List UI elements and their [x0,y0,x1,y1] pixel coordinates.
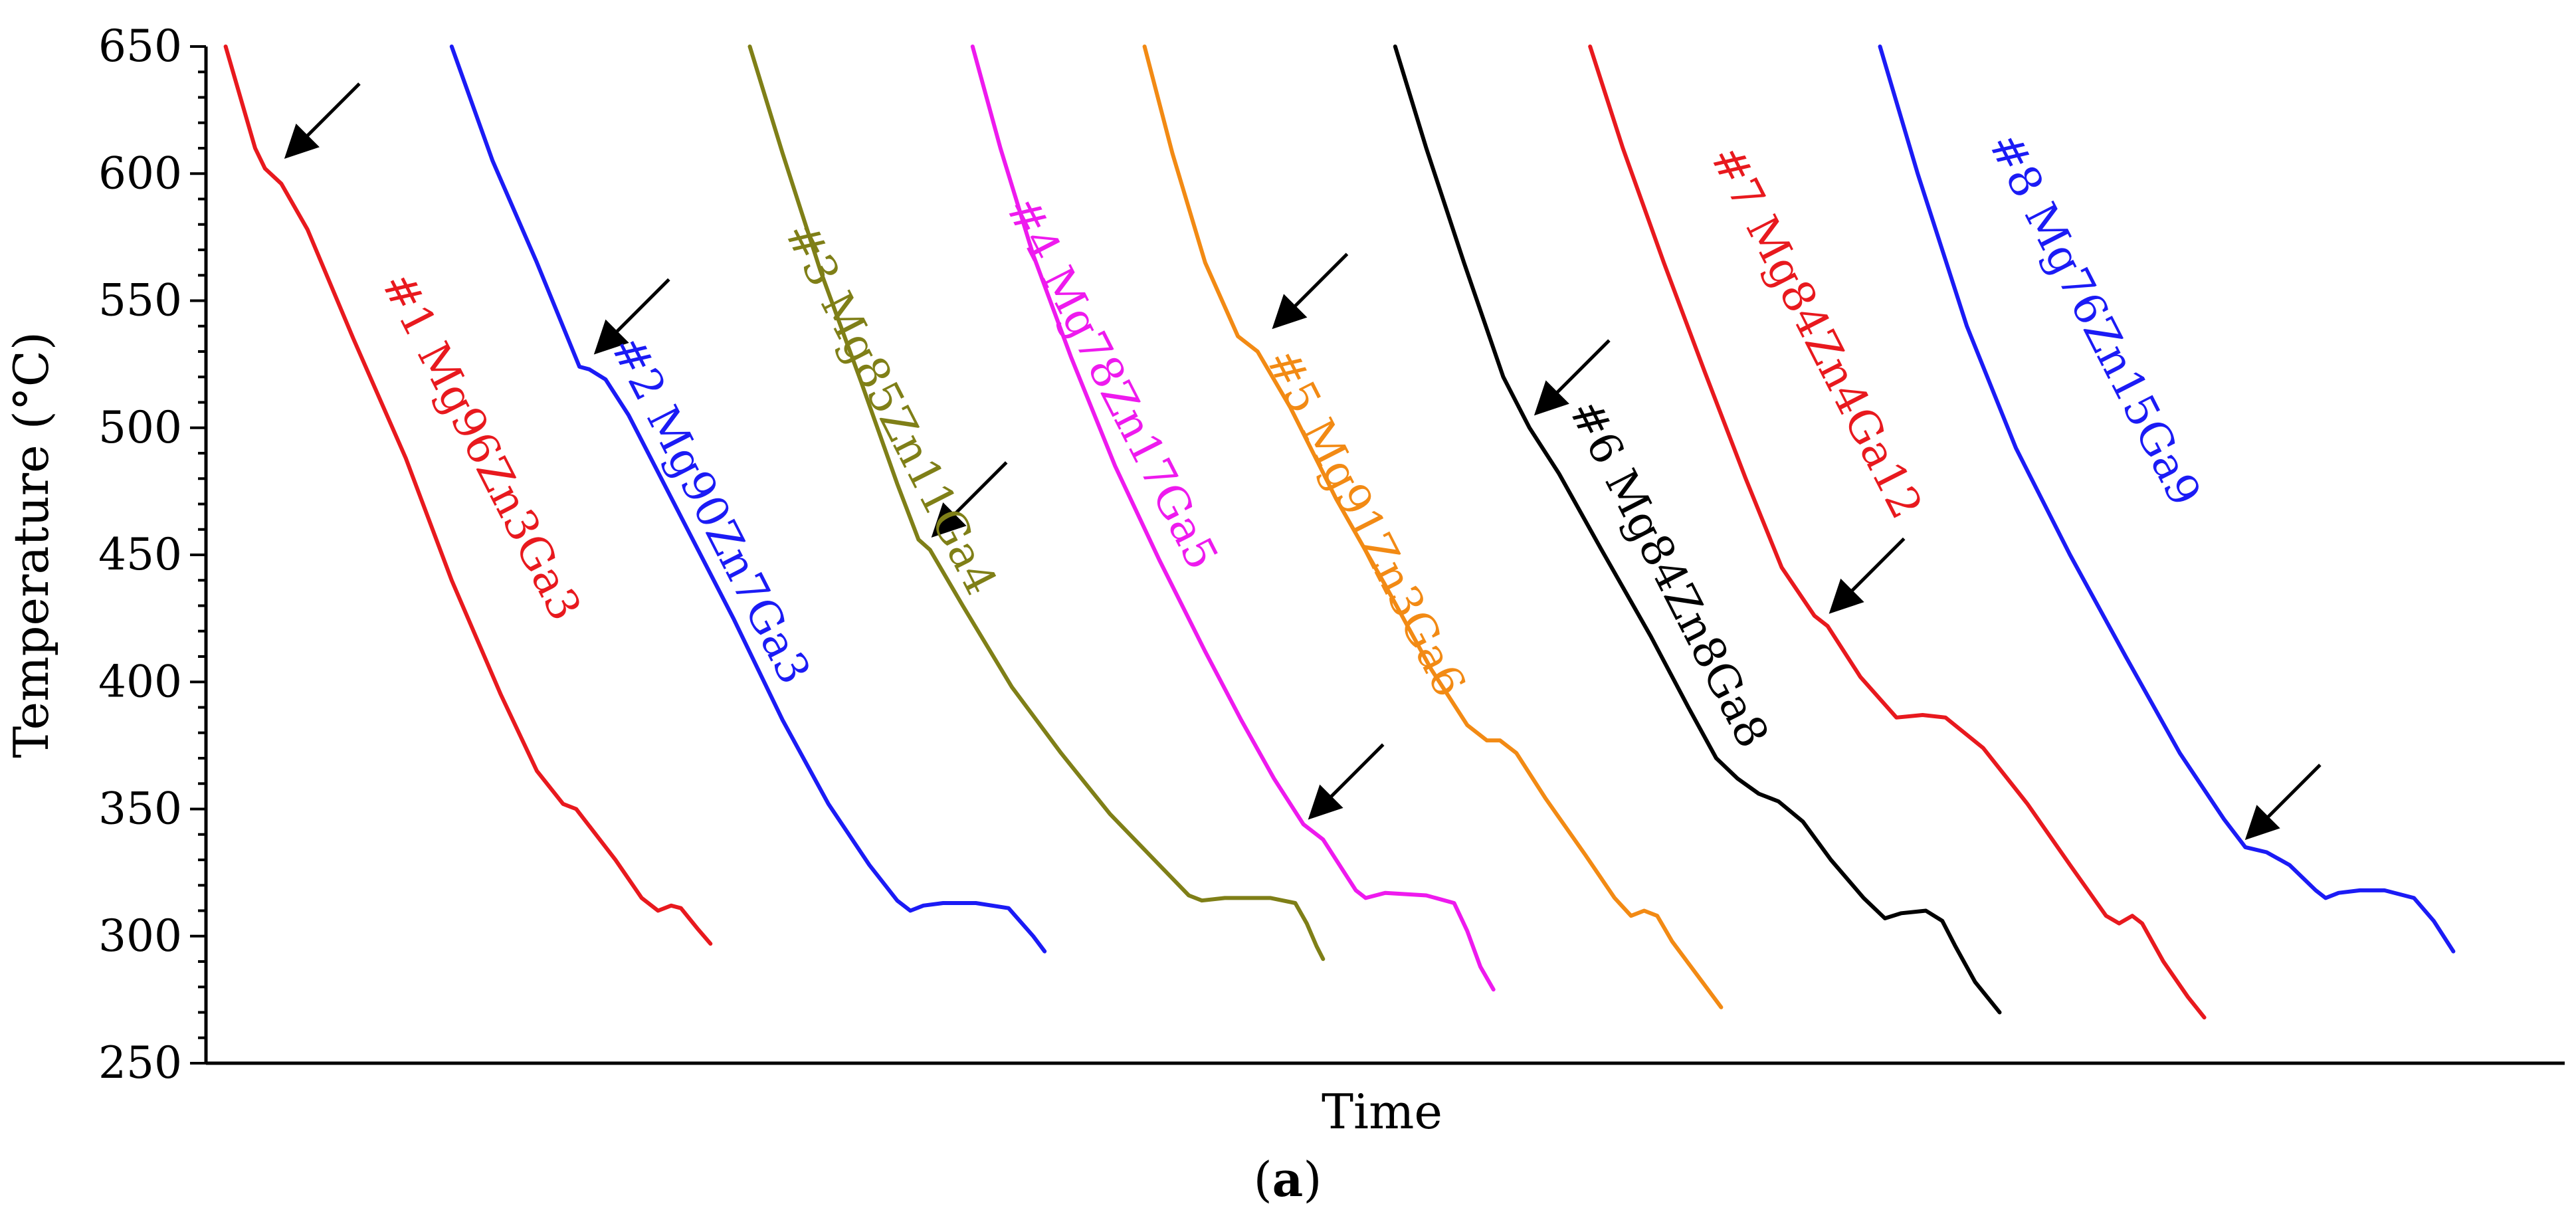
arrow-7 [1829,537,1906,614]
y-tick-label: 450 [98,529,182,580]
series-label-8: #8 Mg76Zn15Ga9 [1979,125,2211,514]
series-line-3 [747,45,1326,962]
y-tick-label: 350 [98,783,182,835]
series-line-4 [970,45,1496,992]
series-line-8 [1878,45,2456,954]
arrow-8 [2244,764,2322,841]
series-label-7: #7 Mg84Zn4Ga12 [1700,138,1932,527]
y-tick-label: 650 [98,21,182,72]
arrow-6 [1534,339,1611,416]
series-layer [223,45,2456,1020]
y-tick-label: 300 [98,910,182,962]
series-line-5 [1142,45,1724,1009]
y-tick-label: 250 [98,1037,182,1088]
series-label-4: #4 Mg78Zn17Ga5 [996,188,1228,577]
annotation-arrows [284,82,2322,841]
arrow-2 [593,278,670,355]
y-tick-label: 600 [98,148,182,199]
panel-label-close: ) [1303,1152,1322,1207]
x-axis-title: Time [1322,1084,1442,1140]
arrow-5 [1272,253,1349,330]
series-line-1 [223,45,713,946]
y-tick-label: 550 [98,275,182,326]
series-label-5: #5 Mg91Zn3Ga6 [1256,340,1476,705]
series-label-3: #3 Mg85Zn11Ga4 [775,213,1007,603]
arrow-1 [284,82,361,159]
series-labels: #1 Mg96Zn3Ga3 #2 Mg90Zn7Ga3#3 Mg85Zn11Ga4… [371,125,2211,756]
series-label-2: #2 Mg90Zn7Ga3 [601,328,820,692]
series-line-2 [449,45,1047,954]
panel-label-letter: a [1272,1151,1304,1207]
series-line-7 [1588,45,2207,1020]
panel-label: (a) [1254,1151,1322,1207]
series-line-6 [1393,45,2002,1015]
panel-label-open: ( [1254,1152,1272,1207]
axes-layer: 250 300 350 400 450 500 550 600 650 [98,21,2565,1088]
series-label-6: #6 Mg84Zn8Ga8 [1559,391,1779,756]
y-axis-title: Temperature (°C) [3,332,59,758]
y-tick-label: 500 [98,402,182,453]
arrow-4 [1308,743,1385,820]
arrow-3 [931,461,1008,538]
y-tick-label: 400 [98,656,182,707]
